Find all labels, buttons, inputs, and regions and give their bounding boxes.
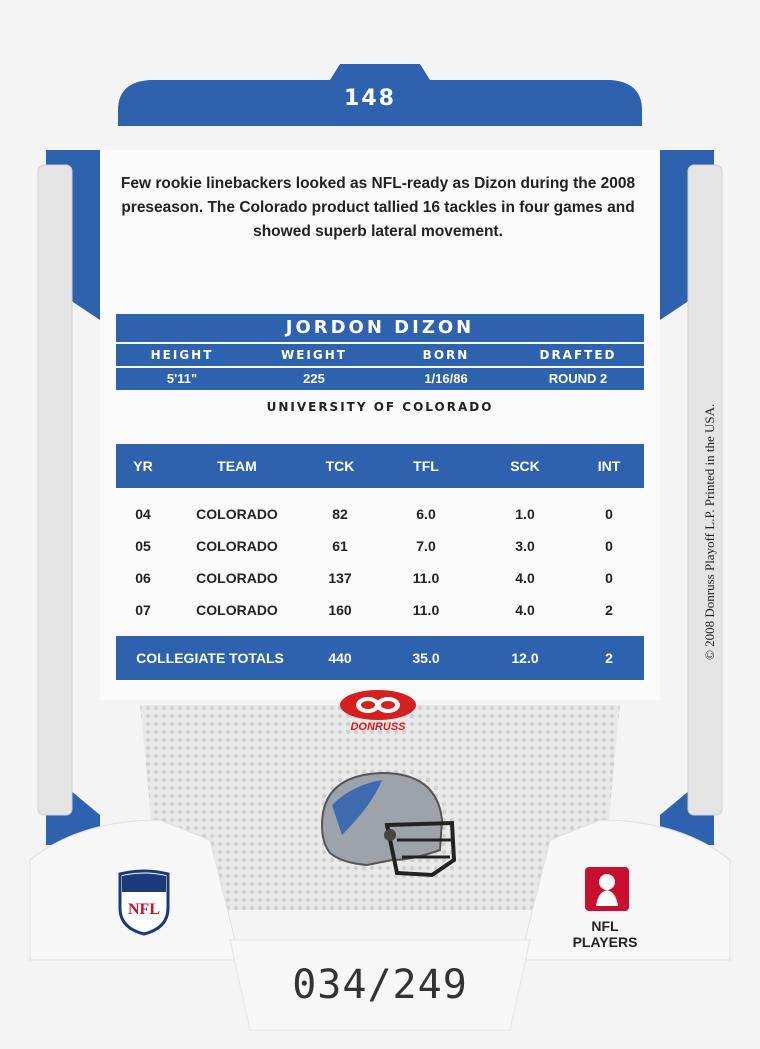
stats-rows: 04 COLORADO 82 6.0 1.0 0 05 COLORADO 61 …	[116, 488, 644, 626]
table-row: 06 COLORADO 137 11.0 4.0 0	[116, 562, 644, 594]
vitals-header: BORN	[422, 348, 470, 362]
stats-cell: COLORADO	[196, 506, 278, 522]
donruss-wordmark: DONRUSS	[350, 721, 406, 733]
player-bio: Few rookie linebackers looked as NFL-rea…	[120, 175, 636, 240]
stats-cell: 4.0	[515, 570, 535, 586]
totals-cell: 35.0	[412, 650, 440, 666]
stats-cell: COLORADO	[196, 538, 278, 554]
vitals-value: 5'11"	[166, 371, 198, 386]
vitals-header: WEIGHT	[281, 348, 347, 362]
card-number: 148	[344, 86, 396, 111]
nfl-shield-icon: NFL	[118, 869, 170, 936]
stats-header-cell: INT	[597, 458, 621, 474]
stats-cell: 1.0	[515, 506, 535, 522]
stats-cell: 05	[135, 538, 151, 554]
totals-cell: 440	[328, 650, 352, 666]
stats-cell: 0	[605, 538, 613, 554]
stats-header-cell: YR	[133, 458, 153, 474]
stats-cell: 11.0	[412, 602, 440, 618]
stats-cell: 0	[605, 506, 613, 522]
donruss-logo-icon	[340, 690, 416, 720]
serial-number: 034/249	[292, 962, 468, 1008]
table-row: 07 COLORADO 160 11.0 4.0 2	[116, 594, 644, 626]
stats-cell: COLORADO	[196, 570, 278, 586]
stats-cell: 0	[605, 570, 613, 586]
stats-cell: 137	[328, 570, 352, 586]
stats-cell: 07	[135, 602, 151, 618]
copyright-text: © 2008 Donruss Playoff L.P. Printed in t…	[702, 403, 717, 660]
totals-row: COLLEGIATE TOTALS 440 35.0 12.0 2	[116, 636, 644, 680]
totals-cell: 12.0	[511, 650, 539, 666]
stats-cell: 04	[135, 506, 151, 522]
table-row: 04 COLORADO 82 6.0 1.0 0	[116, 498, 644, 530]
table-row: 05 COLORADO 61 7.0 3.0 0	[116, 530, 644, 562]
stats-header-cell: SCK	[510, 458, 540, 474]
stats-cell: 61	[332, 538, 348, 554]
totals-label: COLLEGIATE TOTALS	[136, 650, 284, 666]
stats-cell: 3.0	[515, 538, 535, 554]
vitals-headers: HEIGHT WEIGHT BORN DRAFTED	[116, 344, 644, 366]
totals-cell: 2	[605, 650, 613, 666]
stats-cell: 11.0	[412, 570, 440, 586]
stats-cell: 82	[332, 506, 348, 522]
nfl-shield-text: NFL	[128, 901, 160, 918]
vitals-value: 225	[303, 371, 325, 386]
player-name: JORDON DIZON	[116, 314, 644, 342]
stats-cell: 6.0	[416, 506, 436, 522]
stats-header-cell: TFL	[413, 458, 439, 474]
helmet-icon	[320, 771, 457, 878]
stats-cell: 7.0	[416, 538, 436, 554]
college-name: UNIVERSITY OF COLORADO	[266, 400, 494, 414]
stats-cell: 160	[328, 602, 352, 618]
stats-header-cell: TCK	[325, 458, 355, 474]
nfl-players-label: NFL PLAYERS	[572, 918, 638, 950]
vitals-values: 5'11" 225 1/16/86 ROUND 2	[116, 368, 644, 390]
player-info: JORDON DIZON HEIGHT WEIGHT BORN DRAFTED …	[116, 314, 644, 414]
vitals-header: DRAFTED	[539, 348, 617, 362]
stats-cell: COLORADO	[196, 602, 278, 618]
stats-header-cell: TEAM	[217, 458, 257, 474]
nfl-players-logo-icon	[585, 867, 629, 911]
stats-cell: 4.0	[515, 602, 535, 618]
vitals-value: ROUND 2	[548, 371, 608, 386]
stats-header-row: YR TEAM TCK TFL SCK INT	[116, 444, 644, 488]
stats-cell: 2	[605, 602, 613, 618]
vitals-header: HEIGHT	[150, 348, 214, 362]
stats-table: YR TEAM TCK TFL SCK INT 04 COLORADO 82 6…	[116, 444, 644, 680]
stats-cell: 06	[135, 570, 151, 586]
vitals-value: 1/16/86	[424, 371, 468, 386]
